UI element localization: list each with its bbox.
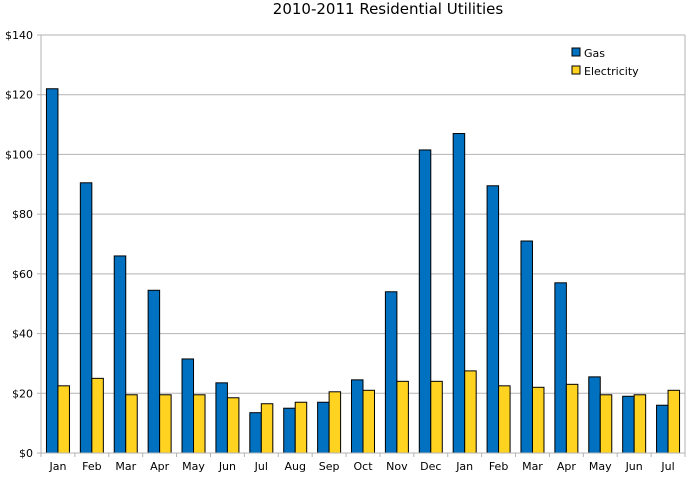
x-tick-label: Jan — [455, 460, 473, 473]
bar-electricity — [362, 389, 375, 454]
x-tick-label: Apr — [557, 460, 577, 473]
x-tick-label: Mar — [522, 460, 543, 473]
bar-gas — [147, 289, 161, 454]
bar-electricity — [91, 377, 104, 454]
legend-label-gas: Gas — [584, 47, 605, 60]
y-tick-label: $20 — [12, 387, 33, 400]
legend-label-electricity: Electricity — [584, 65, 639, 78]
bar-electricity — [57, 385, 70, 454]
bar-electricity — [328, 391, 342, 454]
x-tick-label: Jun — [625, 460, 643, 473]
bar-electricity — [667, 389, 681, 454]
bar-gas — [79, 182, 93, 454]
x-tick-label: May — [589, 460, 612, 473]
bar-electricity — [599, 394, 613, 454]
bar-electricity — [159, 394, 172, 454]
y-tick-label: $140 — [5, 29, 33, 42]
x-tick-label: Feb — [489, 460, 508, 473]
x-tick-label: Jan — [48, 460, 66, 473]
bar-electricity — [531, 386, 545, 454]
bar-gas — [283, 407, 296, 454]
x-tick-label: Jul — [660, 460, 674, 473]
y-tick-label: $120 — [5, 89, 33, 102]
bar-gas — [520, 240, 533, 454]
bar-gas — [486, 185, 500, 454]
bar-electricity — [498, 385, 511, 454]
x-tick-label: Oct — [353, 460, 373, 473]
bar-gas — [249, 412, 262, 454]
bar-gas — [656, 404, 669, 454]
bar-gas — [418, 149, 432, 454]
x-tick-label: Jun — [218, 460, 236, 473]
bar-gas — [554, 282, 567, 454]
bar-electricity — [193, 394, 206, 454]
bar-electricity — [565, 383, 579, 454]
bar-electricity — [260, 403, 274, 454]
x-tick-label: Aug — [284, 460, 305, 473]
bar-gas — [45, 88, 59, 454]
y-tick-label: $60 — [12, 268, 33, 281]
bar-electricity — [294, 401, 308, 454]
legend-swatch-gas — [571, 47, 581, 57]
bar-gas — [622, 395, 635, 454]
bar-gas — [181, 358, 195, 454]
x-tick-label: Apr — [150, 460, 170, 473]
bar-electricity — [633, 394, 647, 454]
x-tick-label: Feb — [82, 460, 101, 473]
bar-electricity — [430, 380, 443, 454]
axes: $0 $20 $40 $60 $80 $100 $120 $140 Jan Feb Mar Apr Ma… — [5, 29, 686, 473]
x-tick-label: Sep — [319, 460, 340, 473]
y-tick-label: $100 — [5, 148, 33, 161]
bar-gas — [384, 291, 398, 454]
bars — [45, 88, 681, 454]
bar-electricity — [226, 397, 240, 454]
y-tick-label: $80 — [12, 208, 33, 221]
bar-gas — [317, 401, 330, 454]
x-tick-label: Jul — [254, 460, 268, 473]
y-tick-label: $40 — [12, 328, 33, 341]
bar-electricity — [464, 370, 477, 454]
bar-gas — [113, 255, 127, 454]
bar-gas — [452, 133, 466, 454]
x-tick-label: May — [182, 460, 205, 473]
legend: Gas Electricity — [571, 47, 639, 78]
bar-gas — [215, 382, 228, 454]
x-tick-label: Nov — [386, 460, 408, 473]
bar-electricity — [396, 380, 409, 454]
x-tick-label: Mar — [115, 460, 136, 473]
chart-title: 2010-2011 Residential Utilities — [273, 0, 504, 18]
bar-electricity — [125, 394, 138, 454]
legend-swatch-electricity — [571, 65, 581, 75]
bar-gas — [588, 376, 601, 454]
x-tick-label: Dec — [420, 460, 441, 473]
bar-gas — [351, 379, 364, 454]
y-tick-label: $0 — [19, 447, 33, 460]
